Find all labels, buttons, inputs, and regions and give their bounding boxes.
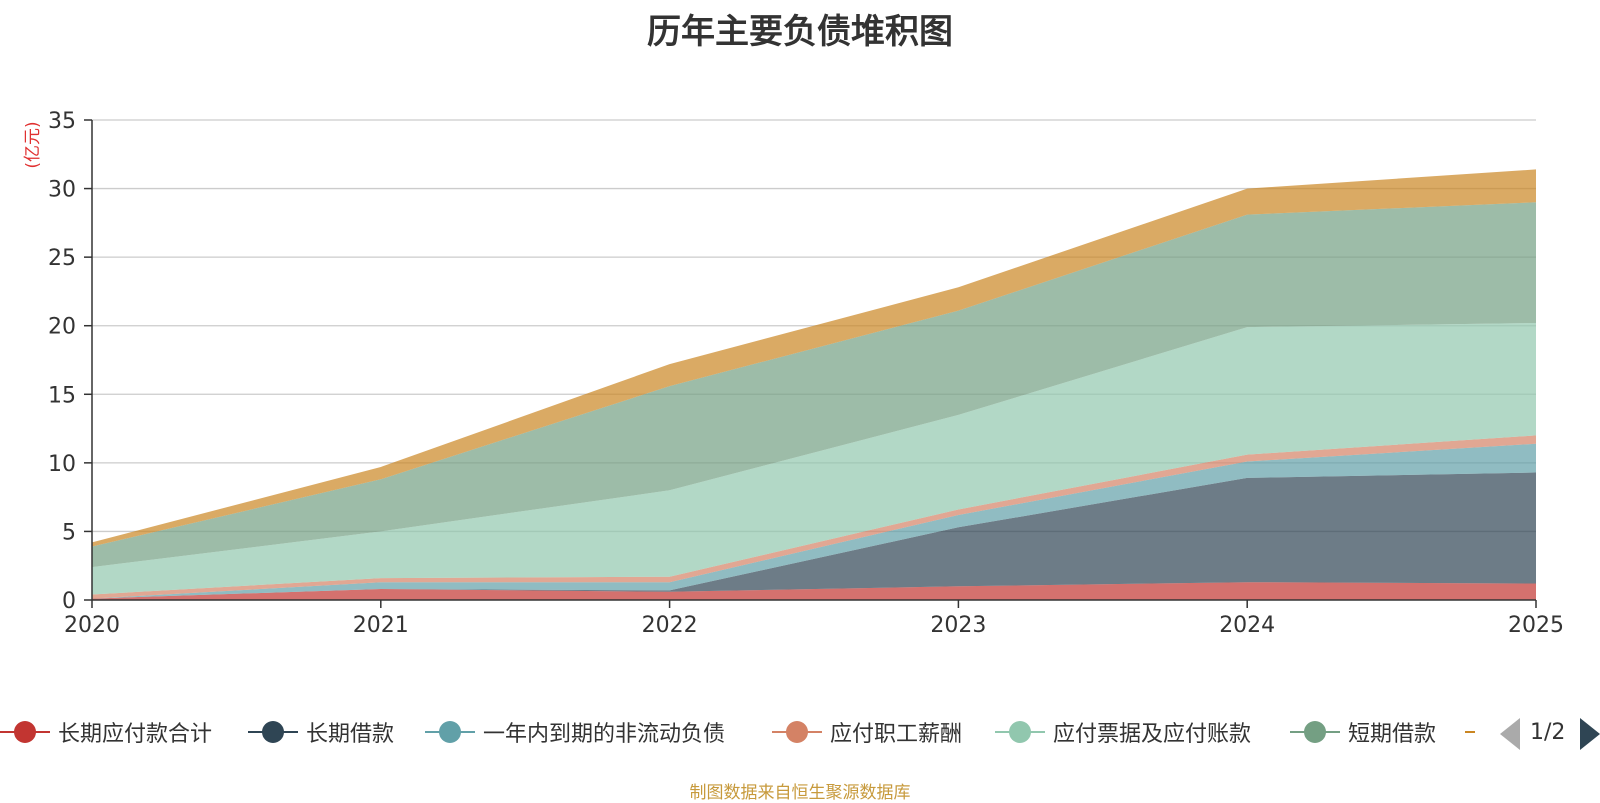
legend-label: 长期借款: [306, 722, 395, 747]
y-tick-label: 10: [48, 452, 76, 477]
legend-label: 短期借款: [1348, 722, 1437, 747]
legend-marker-icon: [1465, 712, 1479, 752]
series-area-长期应付款合计[interactable]: [92, 582, 1536, 600]
legend-marker-icon: [0, 712, 50, 752]
legend-item[interactable]: 长期借款: [248, 712, 394, 752]
x-tick-label: 2025: [1508, 613, 1564, 638]
legend-marker-icon: [248, 712, 298, 752]
x-tick-label: 2023: [930, 613, 986, 638]
legend-item[interactable]: 应付职工薪酬: [772, 712, 962, 752]
legend-label: 长期应付款合计: [58, 722, 213, 747]
x-tick-label: 2021: [353, 613, 409, 638]
series-areas: [92, 169, 1536, 600]
legend-marker-icon: [425, 712, 475, 752]
y-axis-unit-label: (亿元): [23, 121, 43, 168]
chart-title: 历年主要负债堆积图: [647, 12, 953, 52]
legend-prev-page-icon[interactable]: [1500, 718, 1520, 750]
legend-marker-icon: [772, 712, 822, 752]
series-area-应付票据及应付账款[interactable]: [92, 323, 1536, 595]
legend-item[interactable]: [1465, 712, 1479, 752]
legend-item[interactable]: 短期借款: [1290, 712, 1436, 752]
legend-label: 应付票据及应付账款: [1053, 722, 1252, 747]
legend-item[interactable]: 长期应付款合计: [0, 712, 212, 752]
y-tick-label: 35: [48, 109, 76, 134]
legend: 长期应付款合计 长期借款 一年内到期的非流动负债 应付职工薪酬 应付票据及应付账款 短期借…: [0, 712, 1600, 752]
x-tick-label: 2020: [64, 613, 120, 638]
legend-label: 应付职工薪酬: [830, 722, 963, 747]
legend-item[interactable]: 应付票据及应付账款: [995, 712, 1251, 752]
y-tick-label: 30: [48, 178, 76, 203]
x-tick-label: 2024: [1219, 613, 1275, 638]
legend-item[interactable]: 一年内到期的非流动负债: [425, 712, 725, 752]
x-tick-label: 2022: [642, 613, 698, 638]
y-tick-label: 15: [48, 383, 76, 408]
legend-pager: 1/2: [1500, 718, 1600, 752]
series-area-其他[interactable]: [92, 169, 1536, 547]
y-tick-label: 0: [62, 589, 76, 614]
series-area-长期借款[interactable]: [92, 472, 1536, 599]
y-tick-label: 5: [62, 520, 76, 545]
legend-label: 一年内到期的非流动负债: [483, 722, 726, 747]
legend-next-page-icon[interactable]: [1580, 718, 1600, 750]
legend-marker-icon: [995, 712, 1045, 752]
series-area-应付职工薪酬[interactable]: [92, 435, 1536, 599]
series-area-短期借款[interactable]: [92, 202, 1536, 568]
source-note: 制图数据来自恒生聚源数据库: [689, 783, 911, 803]
y-tick-label: 20: [48, 315, 76, 340]
legend-marker-icon: [1290, 712, 1340, 752]
legend-page-indicator: 1/2: [1530, 720, 1566, 745]
y-tick-label: 25: [48, 246, 76, 271]
series-area-一年内到期的非流动负债[interactable]: [92, 443, 1536, 599]
